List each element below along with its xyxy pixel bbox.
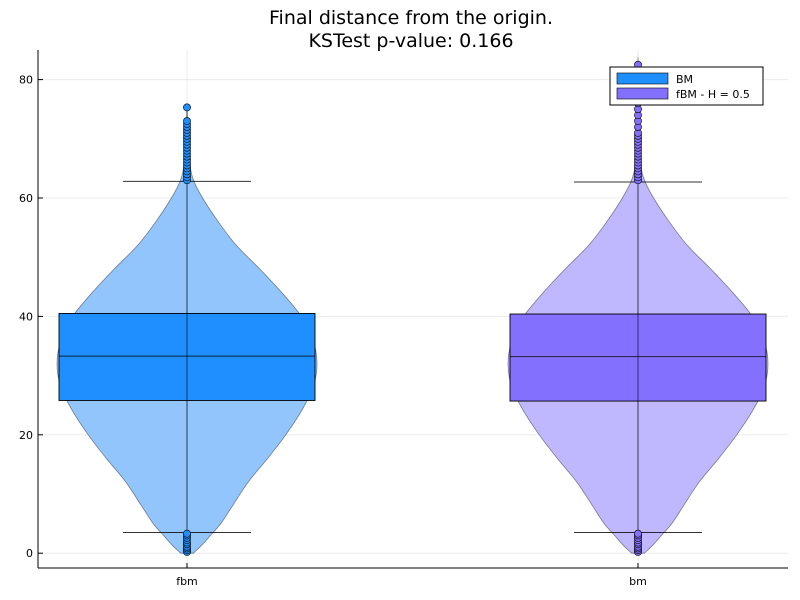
y-tick-label: 40 bbox=[19, 310, 33, 323]
y-tick-label: 60 bbox=[19, 192, 33, 205]
legend-label-bm: BM bbox=[676, 73, 693, 86]
outlier-point-fbm bbox=[183, 103, 191, 112]
chart-subtitle: KSTest p-value: 0.166 bbox=[308, 30, 513, 52]
chart-title: Final distance from the origin. bbox=[269, 7, 553, 29]
legend: BM fBM - H = 0.5 bbox=[609, 66, 764, 106]
x-tick-label-fbm: fbm bbox=[176, 575, 198, 588]
axes: 0 20 40 60 80 fbm bm bbox=[19, 50, 788, 588]
y-tick-label: 20 bbox=[19, 429, 33, 442]
outlier-point-fbm bbox=[183, 529, 191, 538]
legend-swatch-fbm bbox=[616, 87, 669, 100]
y-tick-label: 0 bbox=[26, 547, 33, 560]
outlier-point-bm bbox=[634, 529, 642, 538]
outliers bbox=[183, 60, 642, 556]
y-tick-label: 80 bbox=[19, 74, 33, 87]
legend-label-fbm: fBM - H = 0.5 bbox=[676, 88, 750, 101]
x-tick-label-bm: bm bbox=[629, 575, 647, 588]
boxes bbox=[58, 180, 767, 533]
legend-swatch-bm bbox=[616, 72, 669, 85]
outlier-point-fbm bbox=[183, 117, 191, 125]
